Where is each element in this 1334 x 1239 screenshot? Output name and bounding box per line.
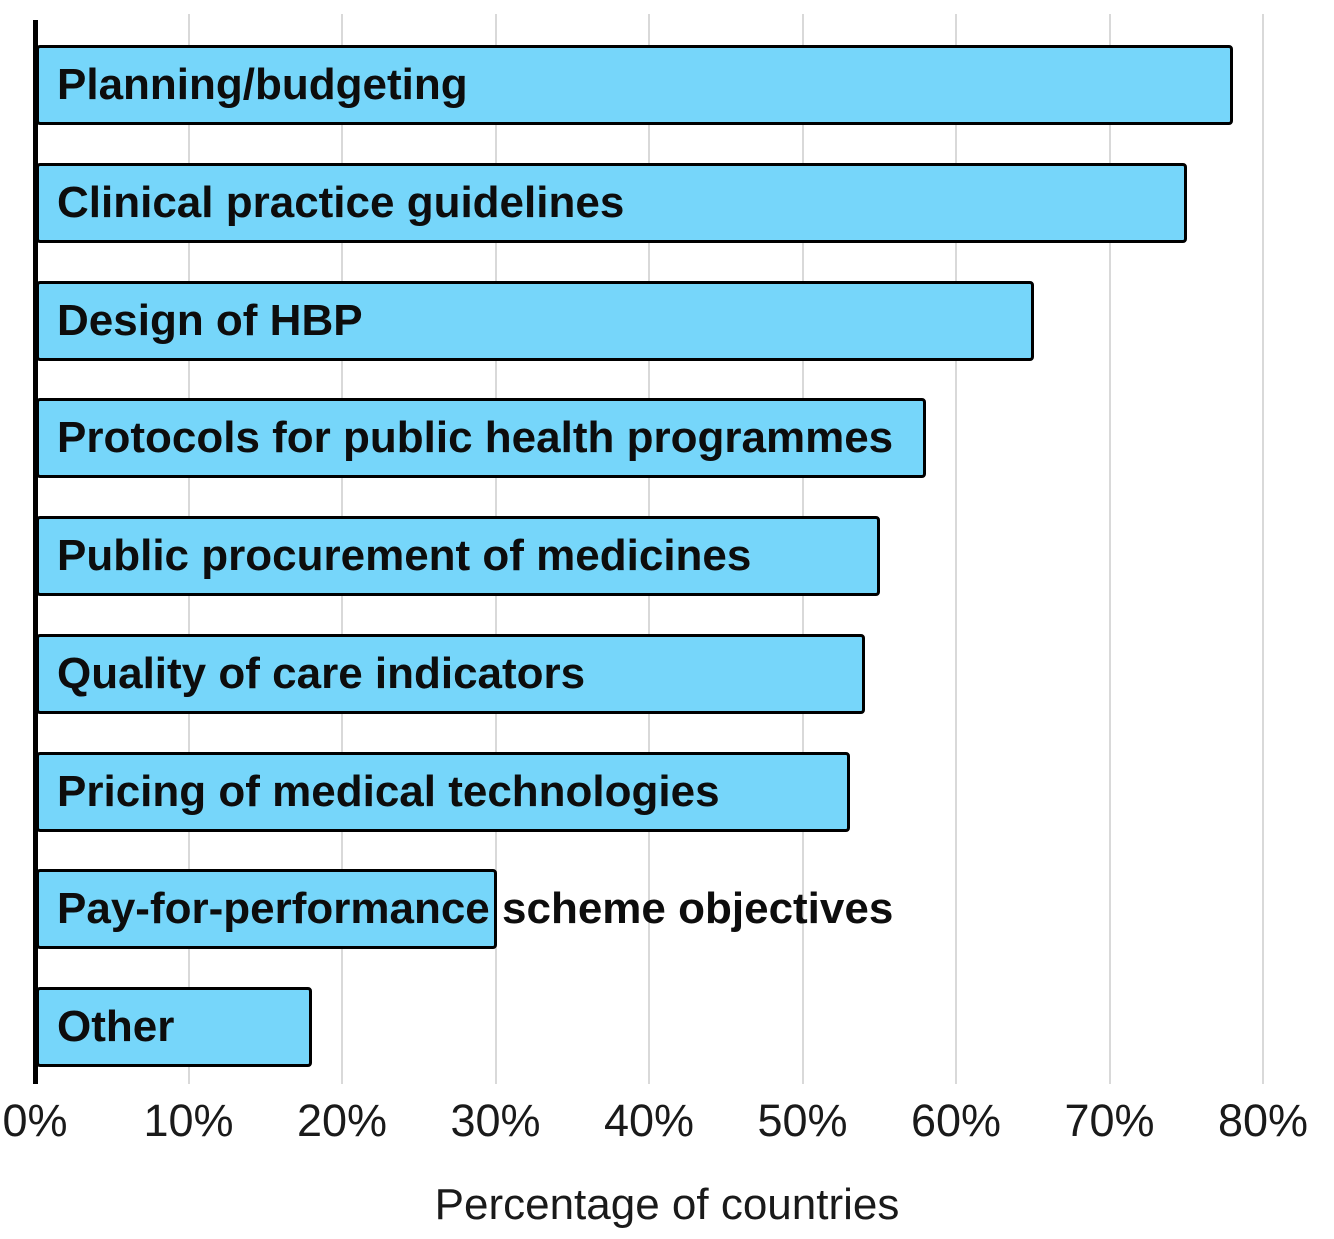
x-tick-label: 60%: [910, 1095, 1002, 1146]
gridline: [1262, 14, 1264, 1084]
bar-label: Pay-for-performance scheme objectives: [57, 884, 894, 934]
bar-label: Clinical practice guidelines: [57, 177, 625, 227]
y-axis-line: [33, 20, 38, 1084]
bar: Clinical practice guidelines: [36, 162, 1188, 243]
x-tick-label: 0%: [2, 1095, 68, 1146]
bar-label: Design of HBP: [57, 295, 363, 345]
x-tick-label: 40%: [603, 1095, 695, 1146]
x-axis-title: Percentage of countries: [434, 1180, 900, 1229]
bar-label: Pricing of medical technologies: [57, 766, 720, 816]
bar: Design of HBP: [36, 280, 1034, 361]
bar-label: Quality of care indicators: [57, 648, 586, 698]
x-tick-label: 30%: [450, 1095, 541, 1146]
bar: Quality of care indicators: [36, 633, 865, 714]
bar: Public procurement of medicines: [36, 516, 881, 596]
x-tick-label: 50%: [757, 1095, 848, 1146]
x-tick-label: 80%: [1217, 1095, 1309, 1146]
bar-label: Other: [57, 1002, 175, 1051]
bar-label: Planning/budgeting: [57, 60, 468, 109]
gridline: [1108, 14, 1111, 1084]
bar: Pay-for-performance scheme objectives: [36, 869, 893, 950]
bar: Planning/budgeting: [36, 45, 1234, 125]
gridline: [955, 14, 957, 1084]
bar-label: Protocols for public health programmes: [57, 413, 894, 463]
bar-label: Public procurement of medicines: [57, 531, 752, 580]
bar: Pricing of medical technologies: [36, 751, 850, 832]
x-tick-label: 70%: [1064, 1095, 1155, 1146]
x-tick-label: 20%: [296, 1095, 388, 1146]
bar: Protocols for public health programmes: [36, 398, 927, 479]
bar: Other: [36, 987, 313, 1067]
x-tick-label: 10%: [143, 1095, 234, 1146]
